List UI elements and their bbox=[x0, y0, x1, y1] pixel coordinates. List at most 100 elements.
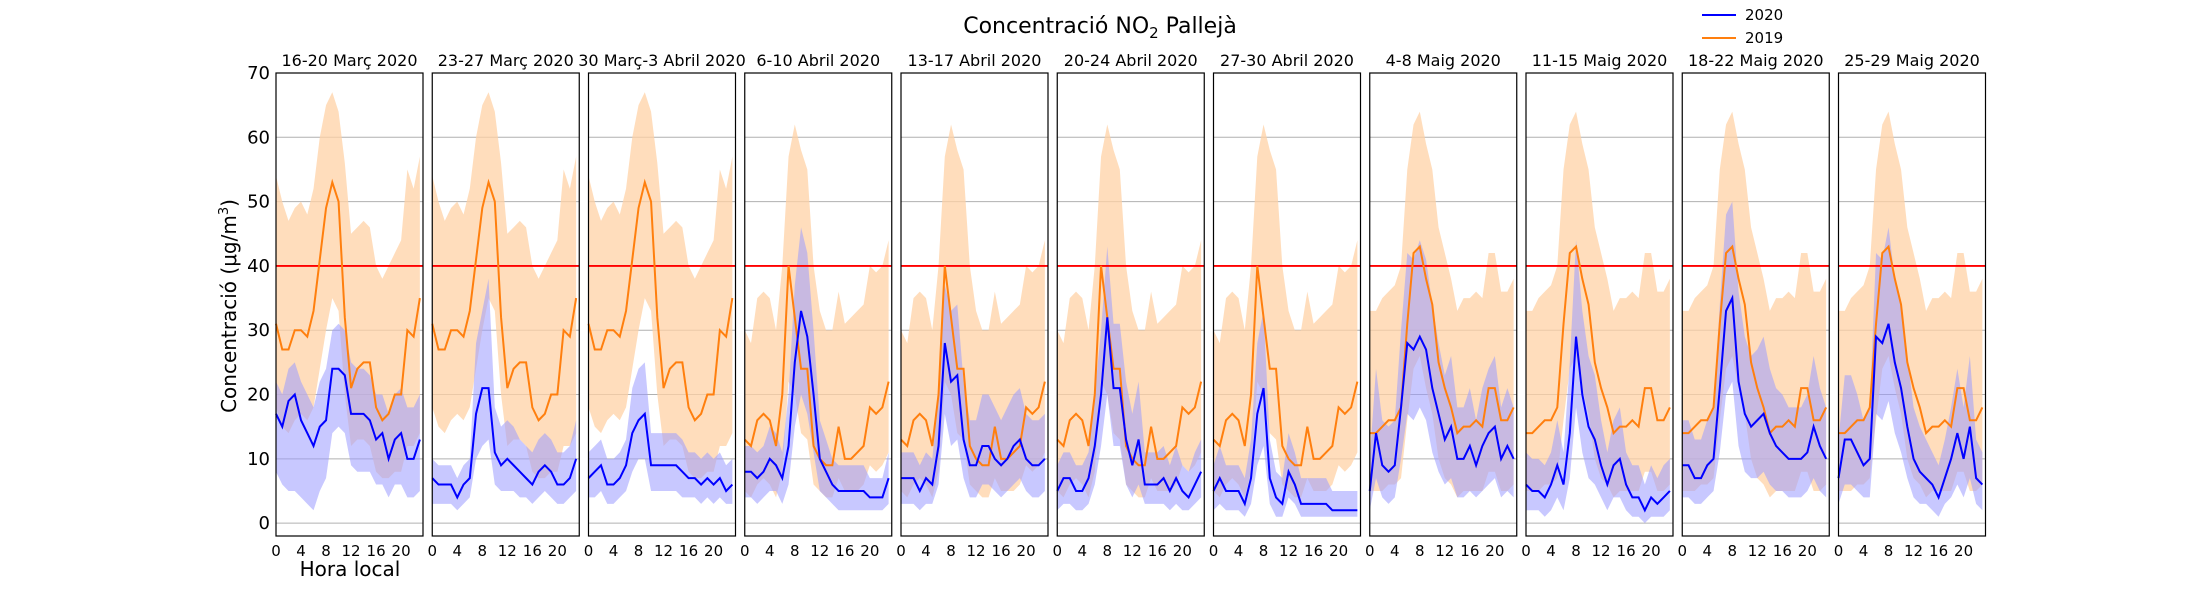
y-tick-label: 50 bbox=[247, 192, 270, 213]
x-tick-label: 0 bbox=[1521, 542, 1531, 560]
x-tick-label: 12 bbox=[1748, 542, 1767, 560]
x-tick-label: 16 bbox=[1617, 542, 1636, 560]
series-2020-line bbox=[1682, 294, 1828, 480]
x-tick-label: 8 bbox=[478, 542, 488, 560]
series-2019-line bbox=[275, 178, 421, 422]
panel-7: 27-30 Abril 2020 0 4 8 12 16 20 bbox=[1209, 51, 1362, 560]
panel-8: 4-8 Maig 2020 0 4 8 12 16 20 bbox=[1365, 51, 1518, 560]
x-tick-label: 8 bbox=[790, 542, 800, 560]
x-tick-label: 4 bbox=[921, 542, 931, 560]
panel-title: 4-8 Maig 2020 bbox=[1386, 51, 1501, 70]
band-2019 bbox=[432, 92, 577, 479]
x-tick-label: 8 bbox=[1415, 542, 1425, 560]
x-tick-label: 4 bbox=[1077, 542, 1087, 560]
panel-title: 23-27 Març 2020 bbox=[438, 51, 574, 70]
x-tick-label: 16 bbox=[367, 542, 386, 560]
x-tick-label: 4 bbox=[1234, 542, 1244, 560]
band-2019 bbox=[1526, 111, 1670, 498]
x-tick-label: 20 bbox=[1954, 542, 1973, 560]
x-tick-label: 8 bbox=[1884, 542, 1894, 560]
x-tick-label: 20 bbox=[860, 542, 879, 560]
panel-6: 20-24 Abril 2020 0 4 8 12 16 20 bbox=[1052, 51, 1205, 560]
x-tick-label: 0 bbox=[1834, 542, 1844, 560]
x-tick-label: 0 bbox=[1209, 542, 1219, 560]
x-tick-label: 4 bbox=[609, 542, 619, 560]
x-tick-label: 20 bbox=[1798, 542, 1817, 560]
x-tick-label: 12 bbox=[1123, 542, 1142, 560]
x-tick-label: 0 bbox=[1052, 542, 1062, 560]
y-tick-label: 40 bbox=[247, 256, 270, 277]
x-tick-label: 8 bbox=[1259, 542, 1269, 560]
panel-frame bbox=[1369, 72, 1518, 537]
x-tick-label: 16 bbox=[1304, 542, 1323, 560]
y-tick-label: 30 bbox=[247, 320, 270, 341]
x-tick-label: 16 bbox=[992, 542, 1011, 560]
panel-title: 30 Març-3 Abril 2020 bbox=[578, 51, 746, 70]
panel-frame bbox=[275, 72, 424, 537]
x-tick-label: 0 bbox=[271, 542, 281, 560]
panel-frame bbox=[1681, 72, 1830, 537]
panel-title: 18-22 Maig 2020 bbox=[1688, 51, 1824, 70]
figure-title: Concentració NO2 Pallejà bbox=[963, 14, 1237, 42]
figure-title-main: Concentració NO bbox=[963, 14, 1149, 39]
x-tick-label: 12 bbox=[498, 542, 517, 560]
x-tick-label: 16 bbox=[835, 542, 854, 560]
panel-title: 27-30 Abril 2020 bbox=[1220, 51, 1354, 70]
x-tick-label: 16 bbox=[1929, 542, 1948, 560]
panel-4: 6-10 Abril 2020 0 4 8 12 16 20 bbox=[740, 51, 893, 560]
x-tick-label: 8 bbox=[946, 542, 956, 560]
panel-frame bbox=[1525, 72, 1674, 537]
panel-10: 18-22 Maig 2020 0 4 8 12 16 20 bbox=[1677, 51, 1830, 560]
panel-9: 11-15 Maig 2020 0 4 8 12 16 20 bbox=[1521, 51, 1674, 560]
panel-title: 20-24 Abril 2020 bbox=[1064, 51, 1198, 70]
series-2019-line bbox=[431, 178, 578, 422]
x-tick-label: 8 bbox=[634, 542, 644, 560]
x-tick-label: 8 bbox=[1571, 542, 1581, 560]
x-tick-label: 20 bbox=[548, 542, 567, 560]
series-2019-line bbox=[1838, 244, 1984, 436]
band-2019 bbox=[276, 92, 420, 479]
x-tick-label: 20 bbox=[1485, 542, 1504, 560]
panel-title: 16-20 Març 2020 bbox=[281, 51, 417, 70]
band-2020 bbox=[1682, 201, 1827, 504]
panel-3: 30 Març-3 Abril 2020 0 4 8 12 16 20 bbox=[578, 51, 746, 560]
legend-label-2020: 2020 bbox=[1745, 6, 1783, 24]
series-2020-line bbox=[901, 342, 1046, 494]
x-tick-label: 8 bbox=[321, 542, 331, 560]
series-2019-line bbox=[1526, 244, 1671, 436]
band-2020 bbox=[276, 323, 420, 511]
x-tick-label: 0 bbox=[1677, 542, 1687, 560]
x-tick-label: 0 bbox=[740, 542, 750, 560]
x-tick-label: 4 bbox=[1390, 542, 1400, 560]
panel-frame bbox=[900, 72, 1049, 537]
series-2020-line bbox=[1368, 334, 1515, 492]
x-tick-label: 20 bbox=[1642, 542, 1661, 560]
x-tick-label: 4 bbox=[296, 542, 306, 560]
x-axis-label: Hora local bbox=[300, 557, 401, 581]
x-tick-label: 4 bbox=[765, 542, 775, 560]
y-tick-label: 10 bbox=[247, 449, 270, 470]
series-2020-line bbox=[431, 387, 578, 500]
series-2020-line bbox=[587, 411, 734, 493]
x-tick-label: 12 bbox=[654, 542, 673, 560]
x-tick-label: 8 bbox=[1728, 542, 1738, 560]
panel-5: 13-17 Abril 2020 0 4 8 12 16 20 bbox=[896, 51, 1049, 560]
panel-title: 25-29 Maig 2020 bbox=[1844, 51, 1980, 70]
panel-11: 25-29 Maig 2020 0 4 8 12 16 20 bbox=[1834, 51, 1987, 560]
y-axis-label-tail: ) bbox=[217, 199, 241, 207]
x-tick-label: 20 bbox=[1329, 542, 1348, 560]
x-tick-label: 0 bbox=[1365, 542, 1375, 560]
band-2020 bbox=[1838, 227, 1983, 517]
x-tick-label: 8 bbox=[1103, 542, 1113, 560]
x-tick-label: 12 bbox=[810, 542, 829, 560]
series-2020-line bbox=[744, 310, 890, 499]
series-2020-line bbox=[1837, 323, 1984, 501]
panel-title: 6-10 Abril 2020 bbox=[756, 51, 880, 70]
series-2020-line bbox=[275, 367, 421, 463]
figure-title-subscript: 2 bbox=[1149, 24, 1159, 42]
panel-frame bbox=[1837, 72, 1987, 537]
x-tick-label: 4 bbox=[1702, 542, 1712, 560]
series-2019-line bbox=[744, 265, 890, 467]
x-tick-label: 12 bbox=[1592, 542, 1611, 560]
